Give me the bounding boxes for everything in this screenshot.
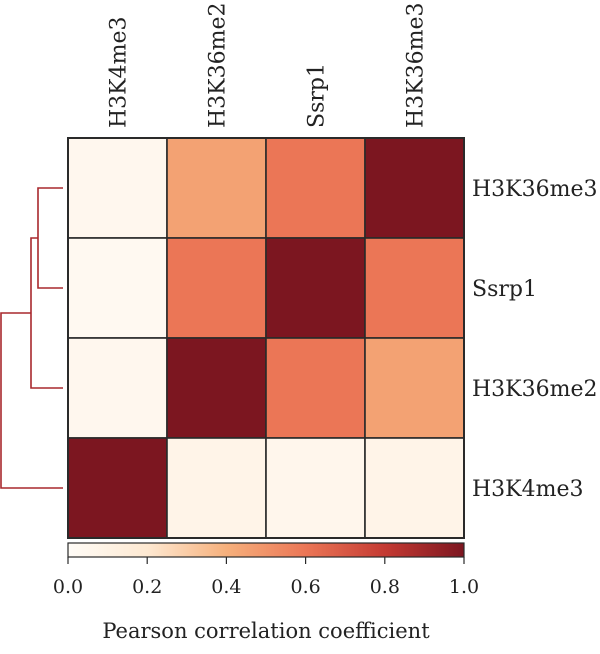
dendrogram-branch xyxy=(30,237,63,389)
heatmap-cell xyxy=(166,237,267,339)
row-label: H3K4me3 xyxy=(472,477,584,502)
heatmap-cell xyxy=(166,437,267,539)
colorbar-tick-label: 0.8 xyxy=(370,576,400,598)
heatmap-cell xyxy=(364,437,465,539)
heatmap-border xyxy=(67,137,465,539)
heatmap-cell xyxy=(265,337,366,439)
dendrogram-branch xyxy=(37,187,63,289)
column-label: H3K36me2 xyxy=(206,3,231,129)
heatmap-cell xyxy=(67,237,168,339)
heatmap-cell xyxy=(265,437,366,539)
dendrogram-branch xyxy=(0,312,63,489)
column-label: Ssrp1 xyxy=(305,63,330,128)
colorbar-tick-label: 0.4 xyxy=(211,576,241,598)
column-labels: H3K4me3 H3K36me2 Ssrp1 H3K36me3 xyxy=(107,3,429,129)
heatmap-cell xyxy=(364,237,465,339)
row-labels: H3K36me3 Ssrp1 H3K36me2 H3K4me3 xyxy=(472,177,598,502)
heatmap-cell xyxy=(166,337,267,439)
row-label: H3K36me2 xyxy=(472,377,598,402)
colorbar-title: Pearson correlation coefficient xyxy=(102,619,430,643)
heatmap-cells xyxy=(67,137,465,539)
row-label: Ssrp1 xyxy=(472,277,537,302)
colorbar-gradient xyxy=(67,542,465,558)
row-dendrogram xyxy=(0,187,63,489)
colorbar-tick-label: 0.0 xyxy=(53,576,83,598)
heatmap-cell xyxy=(265,237,366,339)
heatmap-cell xyxy=(67,437,168,539)
heatmap-cell xyxy=(265,137,366,239)
colorbar-tick-label: 1.0 xyxy=(449,576,479,598)
colorbar-tick-label: 0.6 xyxy=(290,576,320,598)
heatmap-cell xyxy=(364,337,465,439)
heatmap-cell xyxy=(166,137,267,239)
row-label: H3K36me3 xyxy=(472,177,598,202)
heatmap-cell xyxy=(67,137,168,239)
column-label: H3K4me3 xyxy=(107,17,132,129)
colorbar-ticks: 0.0 0.2 0.4 0.6 0.8 1.0 xyxy=(53,557,479,598)
heatmap-cell xyxy=(364,137,465,239)
colorbar-tick-label: 0.2 xyxy=(132,576,162,598)
column-label: H3K36me3 xyxy=(404,3,429,129)
colorbar: 0.0 0.2 0.4 0.6 0.8 1.0 Pearson correlation c… xyxy=(53,542,479,643)
heatmap-cell xyxy=(67,337,168,439)
